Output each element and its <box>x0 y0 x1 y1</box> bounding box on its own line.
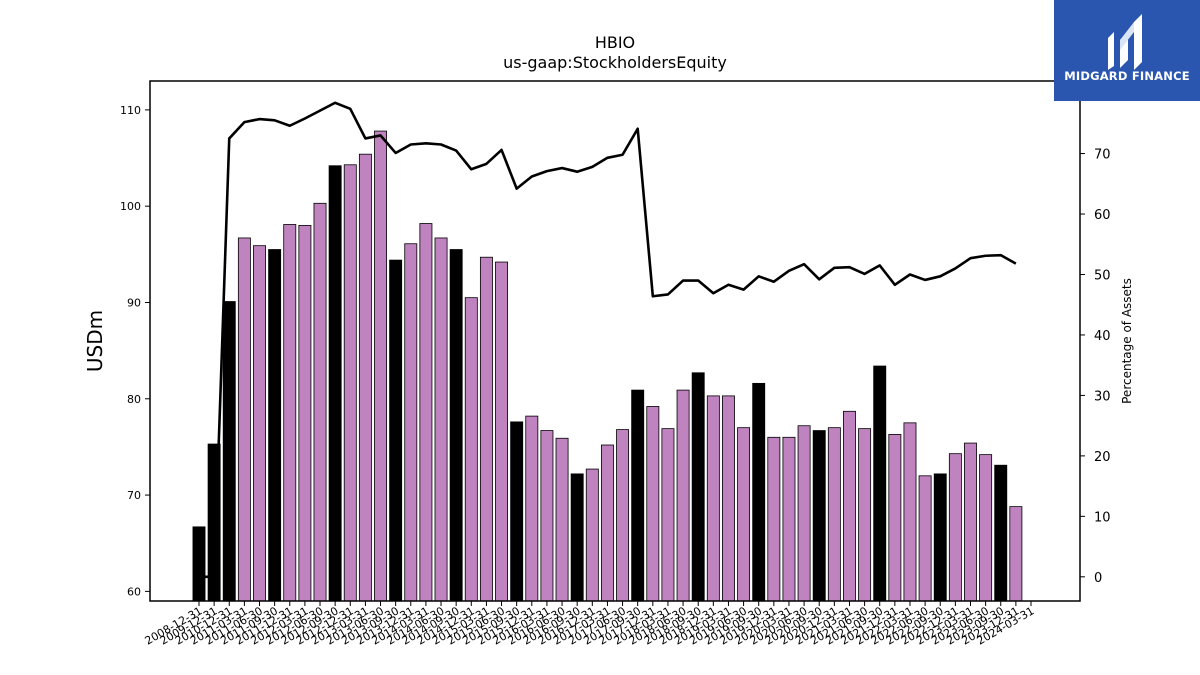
bar <box>434 237 448 602</box>
chart-title: HBIO <box>595 33 635 52</box>
bar <box>1009 506 1023 602</box>
y-tick-label: 80 <box>127 393 141 406</box>
bar <box>343 164 357 602</box>
bar <box>903 422 917 602</box>
chart-subtitle: us-gaap:StockholdersEquity <box>503 53 727 72</box>
bar-series <box>192 130 1023 602</box>
bar <box>827 427 841 602</box>
bar <box>918 475 932 602</box>
y2-tick-label: 40 <box>1094 329 1111 344</box>
bar <box>495 261 508 602</box>
bar <box>585 468 599 602</box>
y2-tick-label: 0 <box>1094 571 1102 586</box>
bar <box>237 237 251 602</box>
bar <box>691 372 705 602</box>
bar <box>374 130 387 602</box>
bar <box>767 436 781 602</box>
bar <box>222 301 236 602</box>
y-tick-label: 110 <box>120 104 141 117</box>
y2-tick-label: 60 <box>1094 208 1111 223</box>
line-path <box>199 101 1017 579</box>
line-series <box>199 101 1017 579</box>
bar <box>843 410 856 602</box>
bar <box>812 430 826 602</box>
bar <box>328 165 342 602</box>
bar <box>616 429 630 602</box>
bar <box>979 454 993 602</box>
y-axis-label: USDm <box>83 310 107 372</box>
bar <box>782 436 796 602</box>
bar <box>570 473 584 602</box>
logo-text: MIDGARD FINANCE <box>1064 69 1190 83</box>
bar <box>298 225 312 602</box>
y2-tick-label: 50 <box>1094 268 1111 283</box>
bar <box>737 427 751 602</box>
bar <box>525 415 539 602</box>
bar <box>646 406 660 602</box>
left-axis-ticks: 60 70 80 90 100 110 <box>120 104 150 598</box>
bar <box>706 395 720 602</box>
bar <box>540 430 554 602</box>
y-tick-label: 70 <box>127 489 141 502</box>
bar <box>283 224 297 602</box>
bar <box>253 245 266 602</box>
midgard-logo: MIDGARD FINANCE <box>1054 0 1200 101</box>
x-axis-ticks: 2008-12-312009-12-312010-12-312011-03-31… <box>143 601 1037 648</box>
bar <box>600 444 614 602</box>
bar <box>268 249 282 602</box>
y-tick-label: 60 <box>127 585 141 598</box>
bar <box>419 223 433 602</box>
bar <box>404 243 418 602</box>
y2-tick-label: 20 <box>1094 450 1111 465</box>
y2-tick-label: 30 <box>1094 389 1111 404</box>
bar <box>631 389 645 602</box>
bar <box>313 202 327 602</box>
bar <box>449 249 463 602</box>
bar <box>722 395 735 602</box>
bar <box>797 425 811 602</box>
right-axis-ticks: 0 10 20 30 40 50 60 70 <box>1080 148 1111 586</box>
bar <box>858 428 872 602</box>
bar <box>933 473 947 602</box>
y2-tick-label: 10 <box>1094 510 1111 525</box>
bar <box>661 428 675 602</box>
bar <box>994 464 1008 602</box>
y-tick-label: 100 <box>120 200 141 213</box>
bar <box>358 153 372 602</box>
bar <box>510 421 524 602</box>
y2-tick-label: 70 <box>1094 148 1111 163</box>
bar <box>676 389 690 602</box>
bar <box>948 453 962 602</box>
bar <box>555 437 569 602</box>
y-tick-label: 90 <box>127 296 141 309</box>
bar <box>873 365 887 602</box>
bar <box>752 382 766 602</box>
bar <box>192 526 206 602</box>
bar <box>389 259 403 602</box>
bar <box>479 256 493 602</box>
y2-axis-label: Percentage of Assets <box>1120 278 1134 404</box>
bar <box>964 442 977 602</box>
plot-frame <box>149 80 1081 602</box>
bar <box>888 434 902 602</box>
midgard-logo-icon <box>1108 14 1142 70</box>
bar <box>464 297 478 602</box>
